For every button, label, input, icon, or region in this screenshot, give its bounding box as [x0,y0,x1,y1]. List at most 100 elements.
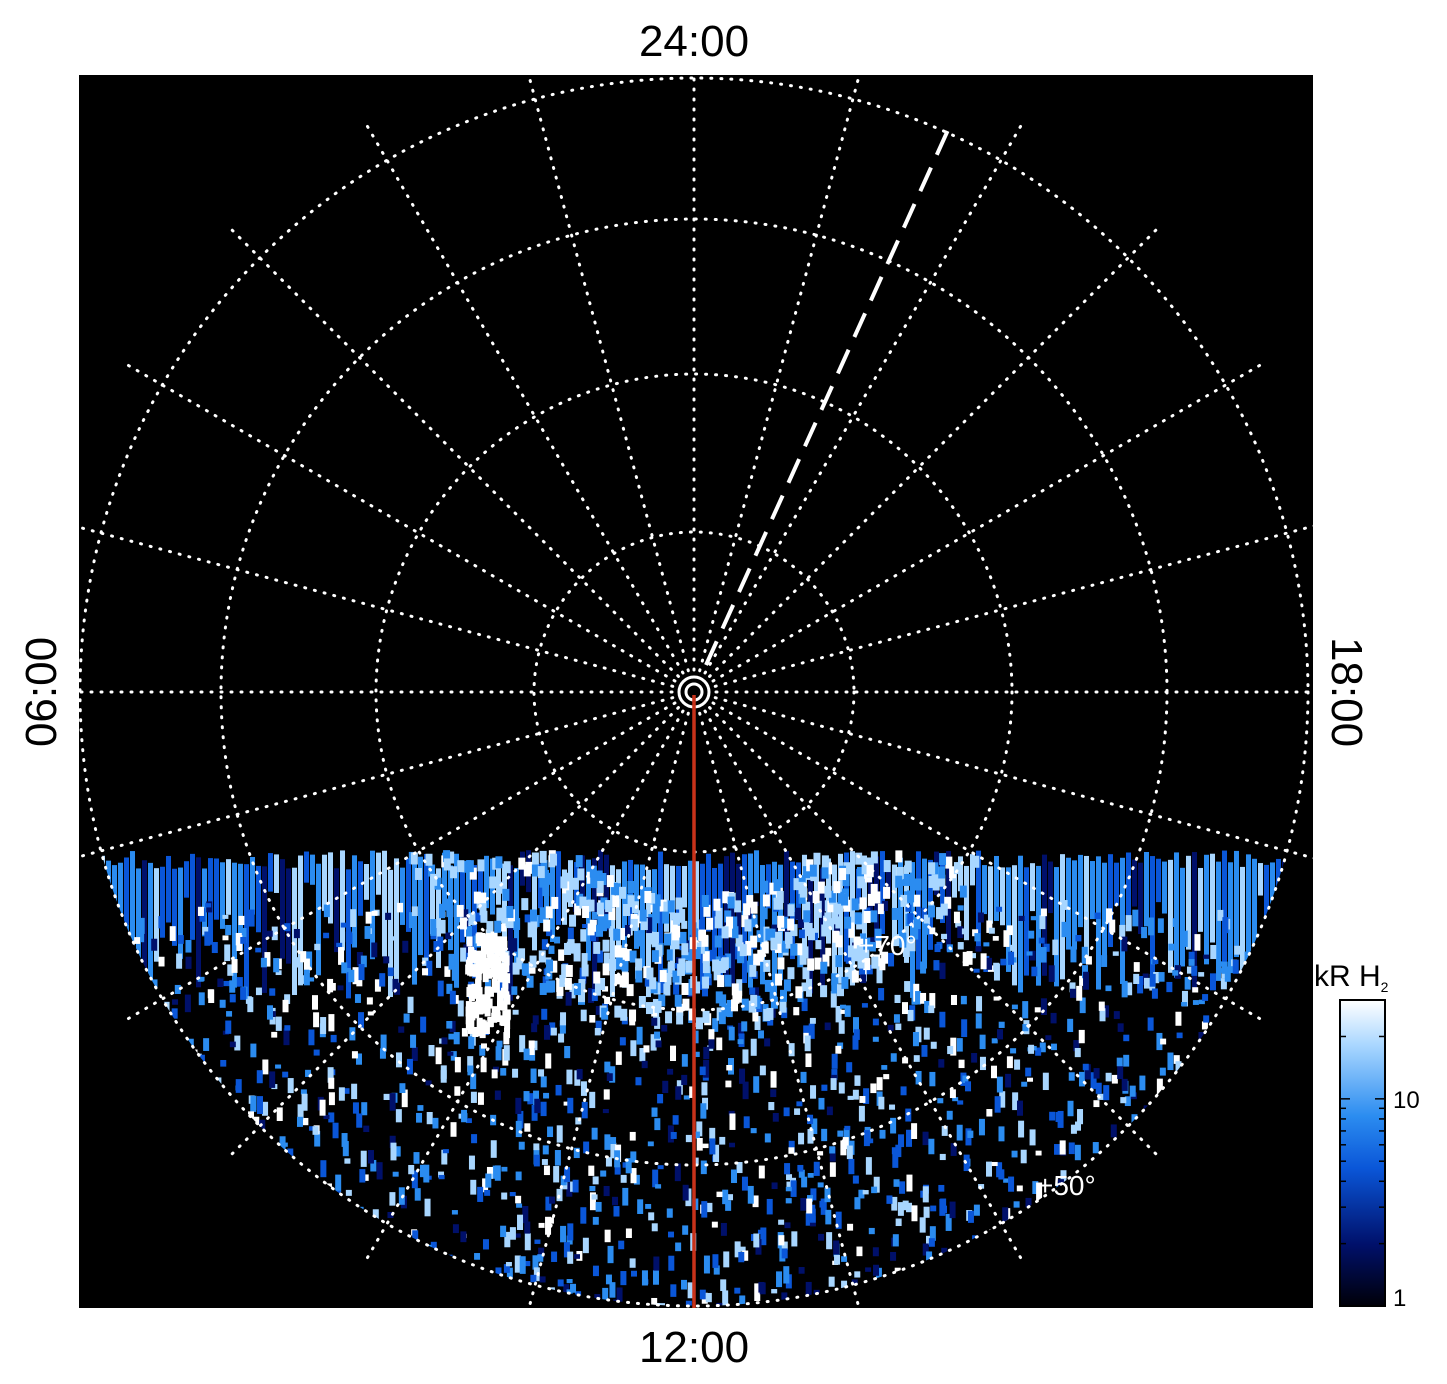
emission-pixel [604,1229,611,1243]
emission-pixel [226,1011,233,1017]
emission-pixel [573,1147,580,1159]
emission-pixel [741,998,749,1011]
emission-pixel [1022,1024,1029,1032]
emission-pixel [457,860,465,873]
emission-pixel [779,1000,787,1013]
emission-pixel [787,967,795,980]
emission-pixel [1050,1012,1057,1024]
emission-pixel [1060,854,1065,980]
emission-pixel [398,1026,405,1033]
emission-pixel [496,907,503,923]
emission-pixel [504,1231,511,1248]
emission-pixel [619,1037,626,1046]
emission-pixel [863,937,871,950]
emission-pixel [260,957,267,968]
emission-pixel [509,1227,516,1240]
emission-pixel [1162,861,1167,914]
meridian-line [703,118,1026,675]
emission-pixel [337,985,344,991]
emission-pixel [392,936,399,941]
emission-pixel [519,1035,526,1053]
emission-pixel [1078,1071,1085,1087]
emission-pixel [486,968,493,979]
emission-pixel [758,1281,765,1293]
emission-pixel [986,1161,993,1177]
emission-pixel [979,1056,986,1071]
emission-pixel [991,1065,998,1079]
emission-pixel [512,962,520,975]
emission-pixel [500,1068,507,1076]
emission-pixel [712,959,720,972]
emission-pixel [693,981,701,994]
emission-pixel [553,1166,560,1183]
emission-pixel [809,1017,816,1024]
emission-pixel [1050,1043,1057,1051]
emission-pixel [592,1265,599,1277]
emission-pixel [362,1174,369,1181]
emission-pixel [781,1292,788,1302]
emission-pixel [187,1038,194,1048]
emission-pixel [873,1264,880,1276]
emission-pixel [428,1045,435,1057]
emission-pixel [413,1152,420,1164]
emission-pixel [630,918,638,931]
emission-pixel [532,1255,539,1270]
emission-pixel [502,978,509,989]
emission-pixel [962,1075,969,1083]
emission-pixel [702,1143,709,1149]
emission-pixel [781,1248,788,1259]
emission-pixel [466,925,473,940]
emission-pixel [805,1212,812,1226]
meridian-line [362,118,685,675]
emission-pixel [907,890,915,903]
emission-pixel [545,1053,552,1069]
emission-pixel [826,1232,833,1250]
emission-pixel [556,851,561,925]
emission-pixel [772,1113,779,1122]
emission-pixel [470,1091,477,1103]
emission-pixel [511,938,518,952]
emission-pixel [268,853,273,892]
emission-pixel [652,1270,659,1285]
emission-pixel [1153,971,1160,984]
emission-pixel [412,1230,419,1242]
emission-pixel [616,869,621,948]
emission-pixel [1011,1004,1018,1010]
emission-pixel [651,1007,658,1017]
emission-pixel [255,987,262,996]
emission-pixel [933,960,940,971]
emission-pixel [323,904,330,918]
emission-pixel [395,1109,402,1123]
emission-pixel [805,1281,812,1292]
emission-pixel [341,1133,348,1147]
emission-pixel [1027,1077,1034,1082]
emission-pixel [591,1127,598,1140]
emission-pixel [364,926,371,939]
emission-pixel [1246,854,1251,960]
emission-pixel [475,912,482,922]
emission-pixel [629,1131,636,1141]
emission-pixel [809,864,817,877]
emission-pixel [466,936,473,947]
emission-pixel [898,1134,905,1148]
emission-pixel [1083,971,1090,990]
emission-pixel [946,1110,953,1120]
emission-pixel [859,967,866,975]
emission-pixel [370,1159,377,1172]
emission-pixel [892,934,900,947]
emission-pixel [441,1037,448,1045]
emission-pixel [491,1069,498,1079]
emission-pixel [352,1102,359,1114]
meridian-line [362,709,685,1266]
emission-pixel [509,1191,516,1197]
emission-pixel [629,1009,637,1022]
emission-pixel [594,1027,601,1036]
emission-pixel [542,1145,549,1155]
emission-pixel [726,999,733,1018]
emission-pixel [411,906,418,917]
emission-pixel [538,950,546,963]
emission-pixel [262,1059,269,1075]
emission-pixel [172,868,177,946]
emission-pixel [722,1290,729,1306]
emission-pixel [957,905,964,911]
